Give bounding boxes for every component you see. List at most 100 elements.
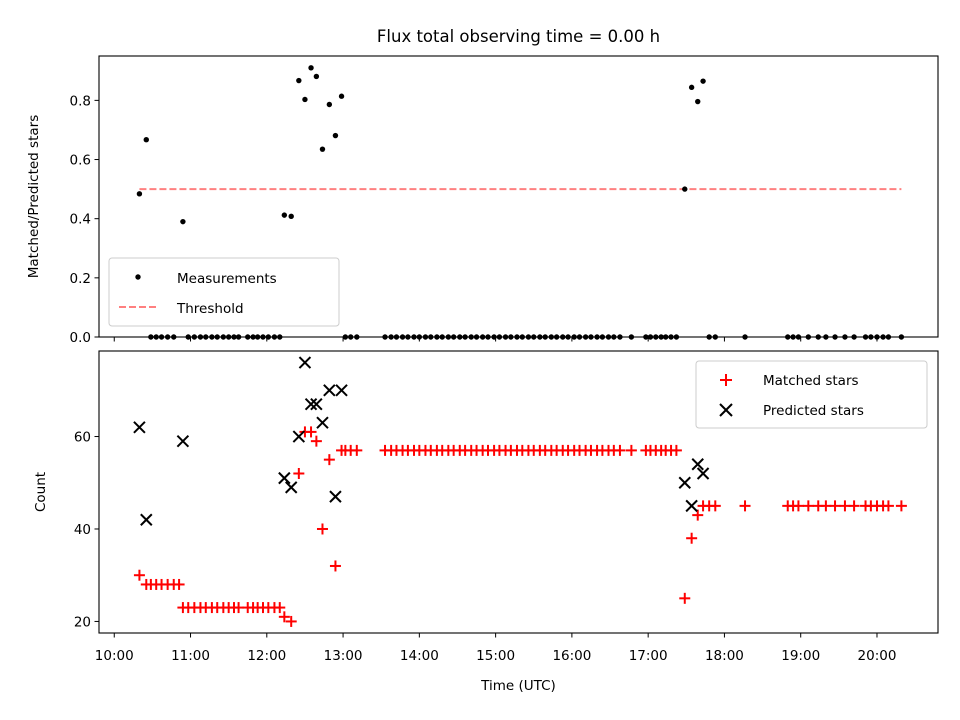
predicted-star-point [691,458,704,471]
matched-star-point [829,500,841,512]
matched-star-point [739,500,751,512]
top-legend-box [108,257,340,327]
measurement-point [682,186,688,192]
measurement-point [338,93,345,99]
x-tick-label: 15:00 [476,648,515,664]
predicted-star-point [696,467,710,480]
predicted-star-point [678,476,691,489]
x-tick-label: 19:00 [781,648,820,664]
matched-star-point [310,435,322,447]
bottom-x-axis: 10:00 11:00 12:00 13:00 14:00 15:00 16:00 17:00… [95,633,897,664]
matched-star-point [882,500,894,512]
x-tick-label: 18:00 [705,648,744,664]
matched-star-point [802,500,814,512]
matched-star-point [614,444,626,456]
matched-star-point [686,532,698,544]
legend-marker-predicted-stars [719,403,733,417]
measurement-point [332,132,339,139]
x-tick-label: 11:00 [171,648,210,664]
matched-star-point [679,592,691,604]
matched-star-point [133,569,145,581]
matched-star-point [792,500,804,512]
matched-star-point [692,509,704,521]
predicted-star-point [335,384,348,397]
matched-star-point [895,500,907,512]
x-tick-label: 14:00 [400,648,439,664]
predicted-star-point [298,356,312,369]
top-y-tick-label: 0.8 [70,93,91,109]
matched-star-point [709,500,721,512]
bottom-legend: Matched stars Predicted stars [695,360,928,429]
bottom-plot-area [133,356,907,627]
predicted-star-point [304,397,318,411]
top-y-axis-label: Matched/Predicted stars [26,115,42,278]
measurement-point [143,137,149,143]
top-y-tick-label: 0.0 [70,330,91,346]
measurement-point [700,78,706,84]
measurement-point [308,65,314,71]
bottom-axes-frame [98,350,939,634]
x-tick-label: 13:00 [324,648,363,664]
predicted-star-point [685,499,698,513]
measurement-point [695,98,701,105]
top-legend: Measurements Threshold [108,257,340,327]
predicted-star-point [285,481,298,494]
top-axes-frame [98,55,939,338]
measurement-point [296,77,302,84]
top-x-axis [113,337,878,342]
matched-star-point [293,468,305,480]
legend-marker-matched-stars [720,374,732,386]
matched-star-point [848,500,860,512]
measurement-point [302,96,308,103]
top-y-tick-label: 0.6 [70,153,91,169]
measurement-point [136,191,143,197]
predicted-star-point [310,397,323,411]
legend-marker-measurements [135,274,141,280]
legend-label-matched-stars: Matched stars [763,373,859,389]
top-y-tick-label: 0.2 [70,271,91,287]
measurement-point [281,212,288,218]
x-axis-label: Time (UTC) [480,678,556,694]
measurement-point [326,101,333,108]
bottom-y-axis-label: Count [33,472,49,512]
measurement-point [313,73,320,80]
x-tick-label: 12:00 [247,648,286,664]
x-tick-label: 16:00 [552,648,591,664]
x-tick-label: 10:00 [95,648,134,664]
predicted-star-point [316,416,329,429]
chart-title: Flux total observing time = 0.00 h [377,27,660,46]
matched-star-point [329,560,341,572]
bottom-y-axis: 20 40 60 [74,430,99,630]
matched-star-point [351,444,363,456]
measurement-point [288,213,294,220]
matched-star-point [670,444,682,456]
bottom-y-tick-label: 40 [74,522,91,538]
matched-star-point [316,523,328,535]
matched-star-point [285,615,297,627]
bottom-y-tick-label: 20 [74,614,91,630]
predicted-star-point [329,490,342,503]
top-y-axis: 0.0 0.2 0.4 0.6 0.8 [70,93,99,346]
matched-star-point [323,454,335,466]
matched-star-point [625,444,637,456]
legend-label-measurements: Measurements [177,271,277,287]
legend-label-threshold: Threshold [176,301,244,317]
measurement-point [319,146,326,152]
top-y-tick-label: 0.4 [70,212,91,228]
predicted-star-point [176,434,190,448]
predicted-star-point [133,421,146,434]
legend-label-predicted-stars: Predicted stars [763,403,864,419]
matched-star-point [173,578,185,590]
measurement-point [688,84,695,91]
predicted-star-point [278,471,291,485]
predicted-star-point [323,384,336,397]
matched-star-point [278,611,290,623]
bottom-legend-box [695,360,928,429]
x-tick-label: 20:00 [858,648,897,664]
predicted-star-point [140,513,153,526]
matched-star-point [305,426,317,438]
measurement-point [180,218,186,225]
predicted-star-point [292,430,306,443]
